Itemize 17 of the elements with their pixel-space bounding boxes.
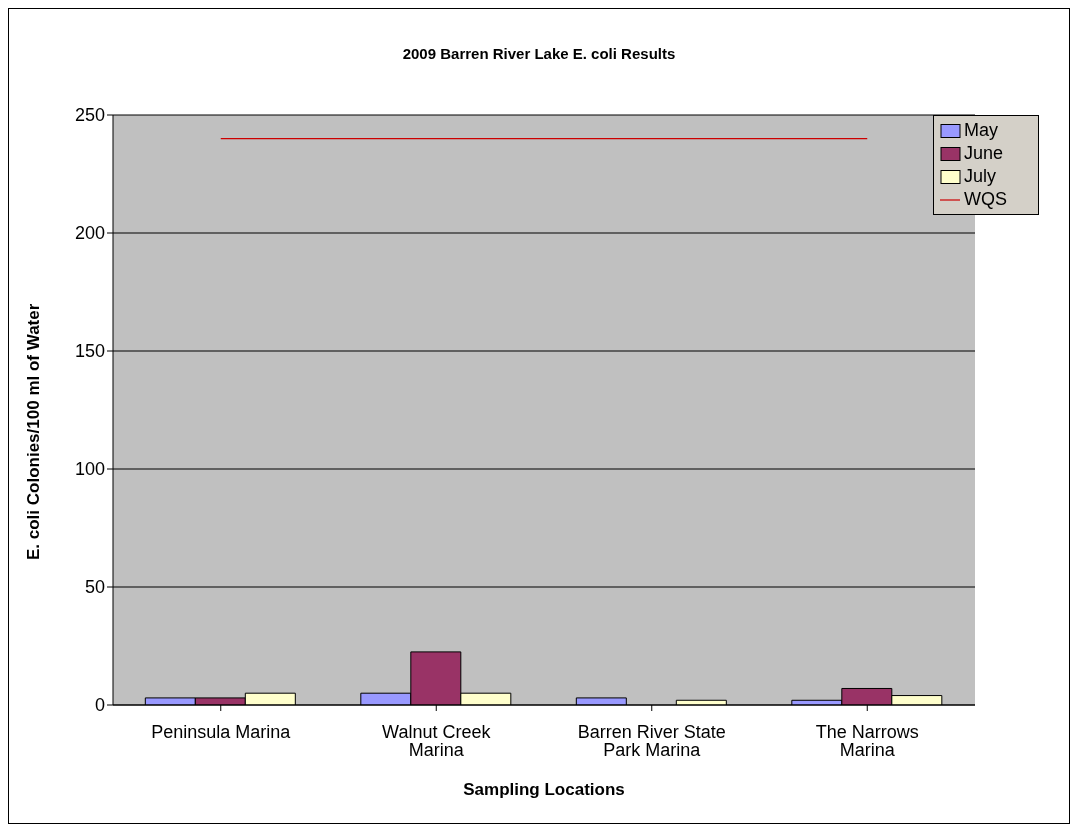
x-tick-label: Walnut Creek Marina	[382, 721, 492, 760]
y-axis-title: E. coli Colonies/100 ml of Water	[24, 303, 44, 560]
y-tick-label: 100	[74, 459, 105, 480]
legend-label: WQS	[964, 188, 1007, 211]
y-tick-label: 0	[94, 695, 105, 716]
x-tick-label: The Narrows Marina	[815, 721, 919, 760]
y-tick-label: 50	[84, 577, 105, 598]
legend-label: June	[964, 142, 1004, 165]
legend-label: July	[964, 165, 997, 188]
x-tick-label: Barren River State Park Marina	[577, 721, 726, 760]
legend-label: May	[964, 119, 999, 142]
y-tick-label: 150	[74, 341, 105, 362]
x-axis-title: Sampling Locations	[463, 780, 625, 799]
x-tick-label: Peninsula Marina	[151, 721, 292, 742]
y-tick-label: 200	[74, 223, 105, 244]
chart-title: 2009 Barren River Lake E. coli Results	[401, 45, 677, 62]
y-tick-label: 250	[74, 105, 105, 126]
